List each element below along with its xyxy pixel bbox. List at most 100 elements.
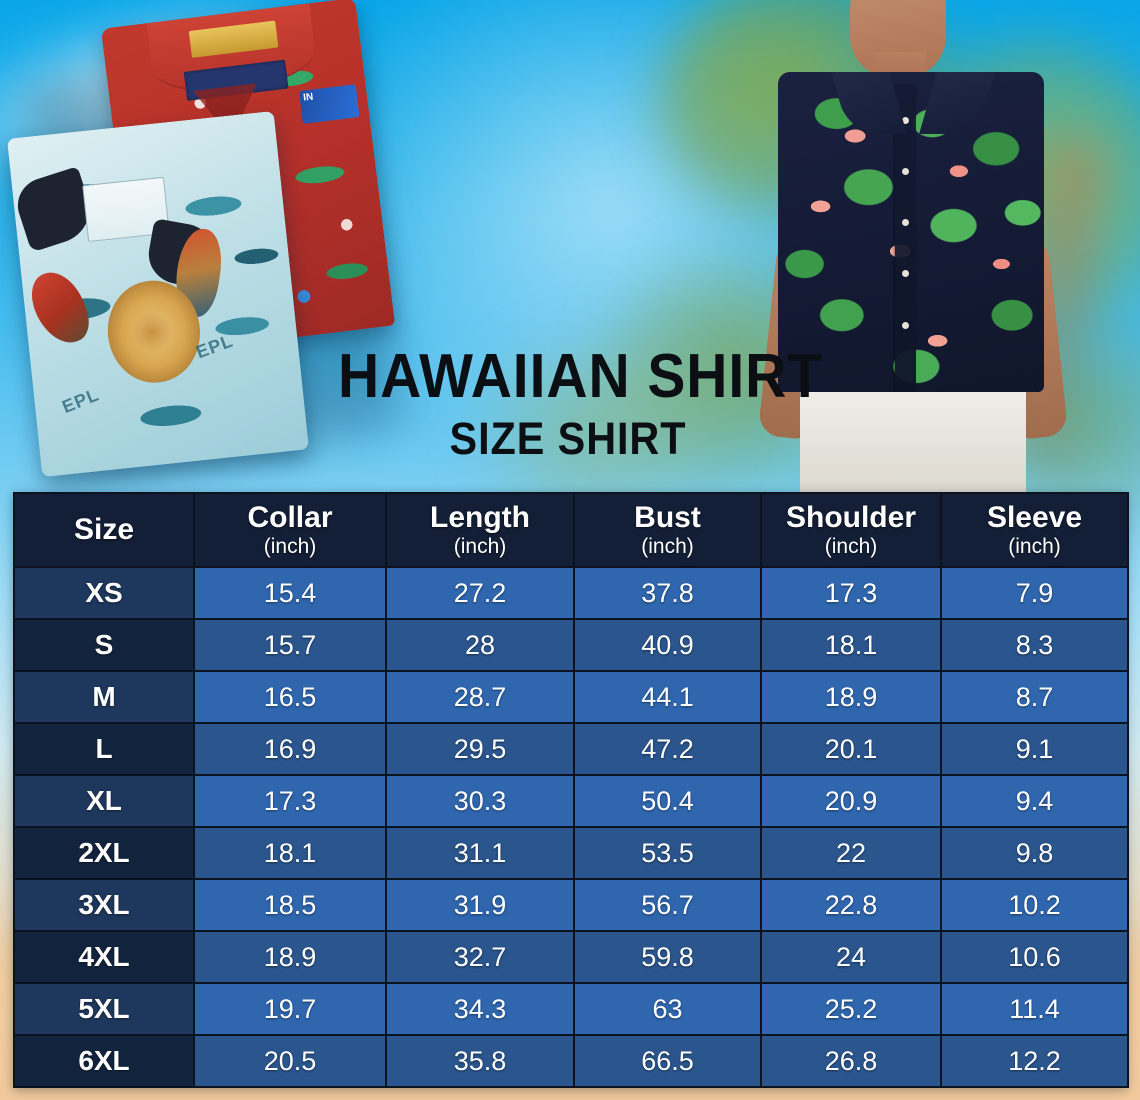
shirt-button xyxy=(901,219,909,227)
measurement-cell-length: 30.3 xyxy=(385,774,575,828)
measurement-cell-length: 31.9 xyxy=(385,878,575,932)
table-row: 2XL 18.1 31.1 53.5 22 9.8 xyxy=(13,826,1129,880)
measurement-cell-bust: 50.4 xyxy=(573,774,762,828)
size-cell: 4XL xyxy=(13,930,195,984)
measurement-cell-collar: 19.7 xyxy=(193,982,387,1036)
measurement-cell-length: 31.1 xyxy=(385,826,575,880)
measurement-cell-length: 35.8 xyxy=(385,1034,575,1088)
table-row: L 16.9 29.5 47.2 20.1 9.1 xyxy=(13,722,1129,776)
measurement-cell-length: 29.5 xyxy=(385,722,575,776)
measurement-cell-bust: 66.5 xyxy=(573,1034,762,1088)
measurement-cell-shoulder: 18.9 xyxy=(760,670,942,724)
measurement-cell-shoulder: 24 xyxy=(760,930,942,984)
measurement-cell-shoulder: 20.1 xyxy=(760,722,942,776)
table-row: M 16.5 28.7 44.1 18.9 8.7 xyxy=(13,670,1129,724)
model-photo xyxy=(746,0,1076,496)
measurement-cell-collar: 18.5 xyxy=(193,878,387,932)
column-header-unit: (inch) xyxy=(824,534,878,558)
navy-flamingo-hawaiian-shirt xyxy=(778,72,1044,392)
poster-title-block: HAWAIIAN SHIRT SIZE SHIRT xyxy=(318,342,824,464)
table-row: S 15.7 28 40.9 18.1 8.3 xyxy=(13,618,1129,672)
measurement-cell-collar: 20.5 xyxy=(193,1034,387,1088)
size-chart-table-wrapper: Size Collar (inch) Length (inch) Bust (i… xyxy=(13,492,1129,1088)
column-header-size: Size xyxy=(13,492,195,568)
macaw-parrot-print xyxy=(22,263,97,352)
size-cell: M xyxy=(13,670,195,724)
measurement-cell-collar: 16.5 xyxy=(193,670,387,724)
measurement-cell-sleeve: 10.6 xyxy=(940,930,1129,984)
table-header: Size Collar (inch) Length (inch) Bust (i… xyxy=(13,492,1129,568)
measurement-cell-sleeve: 8.3 xyxy=(940,618,1129,672)
column-header-label: Shoulder xyxy=(785,501,916,535)
size-cell: S xyxy=(13,618,195,672)
column-header-label: Collar xyxy=(247,501,333,535)
model-white-pants xyxy=(800,380,1026,496)
measurement-cell-sleeve: 8.7 xyxy=(940,670,1129,724)
column-header-label: Bust xyxy=(634,501,701,535)
measurement-cell-collar: 15.7 xyxy=(193,618,387,672)
shirt-button xyxy=(901,270,909,278)
column-header-unit: (inch) xyxy=(641,534,694,558)
measurement-cell-length: 28.7 xyxy=(385,670,575,724)
measurement-cell-bust: 44.1 xyxy=(573,670,762,724)
measurement-cell-shoulder: 18.1 xyxy=(760,618,942,672)
table-row: 6XL 20.5 35.8 66.5 26.8 12.2 xyxy=(13,1034,1129,1088)
size-cell: 6XL xyxy=(13,1034,195,1088)
measurement-cell-bust: 37.8 xyxy=(573,566,762,620)
table-row: XS 15.4 27.2 37.8 17.3 7.9 xyxy=(13,566,1129,620)
size-cell: XL xyxy=(13,774,195,828)
measurement-cell-collar: 16.9 xyxy=(193,722,387,776)
folded-blue-hawaiian-shirt: EPL EPL xyxy=(6,110,310,478)
measurement-cell-shoulder: 22.8 xyxy=(760,878,942,932)
shirt-button xyxy=(901,168,909,175)
measurement-cell-shoulder: 22 xyxy=(760,826,942,880)
measurement-cell-bust: 53.5 xyxy=(573,826,762,880)
measurement-cell-collar: 18.9 xyxy=(193,930,387,984)
measurement-cell-length: 27.2 xyxy=(385,566,575,620)
column-header-sleeve: Sleeve (inch) xyxy=(940,492,1129,568)
shirt-collar-right xyxy=(919,72,995,134)
measurement-cell-sleeve: 12.2 xyxy=(940,1034,1129,1088)
measurement-cell-collar: 15.4 xyxy=(193,566,387,620)
shirt-button xyxy=(901,116,909,124)
measurement-cell-sleeve: 9.4 xyxy=(940,774,1129,828)
size-cell: 2XL xyxy=(13,826,195,880)
table-row: XL 17.3 30.3 50.4 20.9 9.4 xyxy=(13,774,1129,828)
table-row: 4XL 18.9 32.7 59.8 24 10.6 xyxy=(13,930,1129,984)
column-header-bust: Bust (inch) xyxy=(573,492,762,568)
table-body: XS 15.4 27.2 37.8 17.3 7.9 S 15.7 28 40.9 18.1 8.3 M… xyxy=(13,566,1129,1088)
measurement-cell-shoulder: 20.9 xyxy=(760,774,942,828)
page-subtitle: SIZE SHIRT xyxy=(449,413,687,464)
measurement-cell-bust: 63 xyxy=(573,982,762,1036)
measurement-cell-shoulder: 17.3 xyxy=(760,566,942,620)
table-row: 5XL 19.7 34.3 63 25.2 11.4 xyxy=(13,982,1129,1036)
size-cell: 5XL xyxy=(13,982,195,1036)
shirt-button-placket xyxy=(895,84,917,392)
measurement-cell-length: 34.3 xyxy=(385,982,575,1036)
measurement-cell-length: 28 xyxy=(385,618,575,672)
measurement-cell-bust: 59.8 xyxy=(573,930,762,984)
size-cell: XS xyxy=(13,566,195,620)
measurement-cell-bust: 56.7 xyxy=(573,878,762,932)
column-header-length: Length (inch) xyxy=(385,492,575,568)
size-cell: L xyxy=(13,722,195,776)
measurement-cell-shoulder: 25.2 xyxy=(760,982,942,1036)
measurement-cell-length: 32.7 xyxy=(385,930,575,984)
measurement-cell-bust: 47.2 xyxy=(573,722,762,776)
column-header-unit: (inch) xyxy=(1008,534,1061,558)
size-chart-table: Size Collar (inch) Length (inch) Bust (i… xyxy=(13,492,1129,1088)
column-header-unit: (inch) xyxy=(453,534,507,558)
measurement-cell-sleeve: 9.8 xyxy=(940,826,1129,880)
column-header-label: Length xyxy=(430,501,530,535)
measurement-cell-sleeve: 10.2 xyxy=(940,878,1129,932)
shirt-button xyxy=(901,321,909,329)
measurement-cell-collar: 18.1 xyxy=(193,826,387,880)
page-title: HAWAIIAN SHIRT xyxy=(338,342,824,411)
column-header-shoulder: Shoulder (inch) xyxy=(760,492,942,568)
measurement-cell-bust: 40.9 xyxy=(573,618,762,672)
blue-shirt-print-text: EPL xyxy=(59,384,102,418)
measurement-cell-collar: 17.3 xyxy=(193,774,387,828)
column-header-collar: Collar (inch) xyxy=(193,492,387,568)
table-row: 3XL 18.5 31.9 56.7 22.8 10.2 xyxy=(13,878,1129,932)
